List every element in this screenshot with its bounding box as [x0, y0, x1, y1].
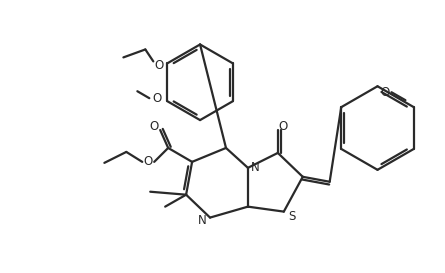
Text: O: O: [278, 120, 287, 133]
Text: N: N: [251, 161, 259, 174]
Text: O: O: [155, 59, 164, 72]
Text: S: S: [288, 210, 295, 223]
Text: O: O: [153, 92, 162, 105]
Text: O: O: [144, 155, 153, 168]
Text: O: O: [150, 120, 159, 133]
Text: N: N: [198, 214, 206, 227]
Text: O: O: [381, 86, 390, 99]
